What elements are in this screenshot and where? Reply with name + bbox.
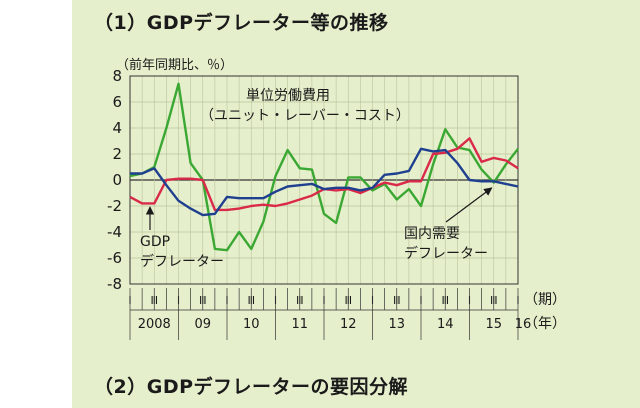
y-tick-label: 8 (112, 67, 122, 85)
ulc-line (129, 82, 519, 252)
year-label: 13 (388, 317, 405, 332)
plot-frame (129, 75, 519, 285)
annotation-domestic-line2: デフレーター (404, 245, 488, 262)
y-tick-label: -6 (107, 249, 122, 267)
annotation-gdp-line2: デフレーター (140, 253, 224, 270)
year-label: 10 (243, 317, 260, 332)
year-label: 14 (437, 317, 454, 332)
year-label: 15 (485, 317, 502, 332)
section-title-gdp-deflator-trend: （1）GDPデフレーター等の推移 (94, 12, 389, 34)
x-period-label: （期） (524, 292, 566, 308)
year-label: 09 (194, 317, 211, 332)
x-year-label: （年） (524, 316, 566, 332)
annotation-ulc: 単位労働費用 (246, 88, 330, 104)
year-label: 12 (340, 317, 357, 332)
y-tick-label: -8 (107, 275, 122, 293)
section-title-gdp-deflator-decomposition: （2）GDPデフレーターの要因分解 (94, 376, 409, 398)
annotation-gdp-line1: GDP (140, 234, 170, 250)
y-axis-label: （前年同期比、％） (116, 57, 233, 73)
y-tick-label: 6 (112, 93, 122, 111)
y-tick-label: -2 (107, 197, 122, 215)
arrow-domestic (445, 187, 493, 223)
y-tick-label: -4 (107, 223, 122, 241)
y-tick-label: 4 (112, 119, 122, 137)
y-tick-label: 2 (112, 145, 122, 163)
domestic-demand-deflator-line (130, 147, 519, 217)
y-tick-label: 0 (112, 171, 122, 189)
year-label: 2008 (138, 317, 171, 332)
annotation-domestic-line1: 国内需要 (404, 226, 460, 242)
year-label: 16 (515, 317, 532, 332)
year-label: 11 (291, 317, 308, 332)
annotation-ulc-sub: （ユニット・レーバー・コスト） (200, 108, 410, 124)
